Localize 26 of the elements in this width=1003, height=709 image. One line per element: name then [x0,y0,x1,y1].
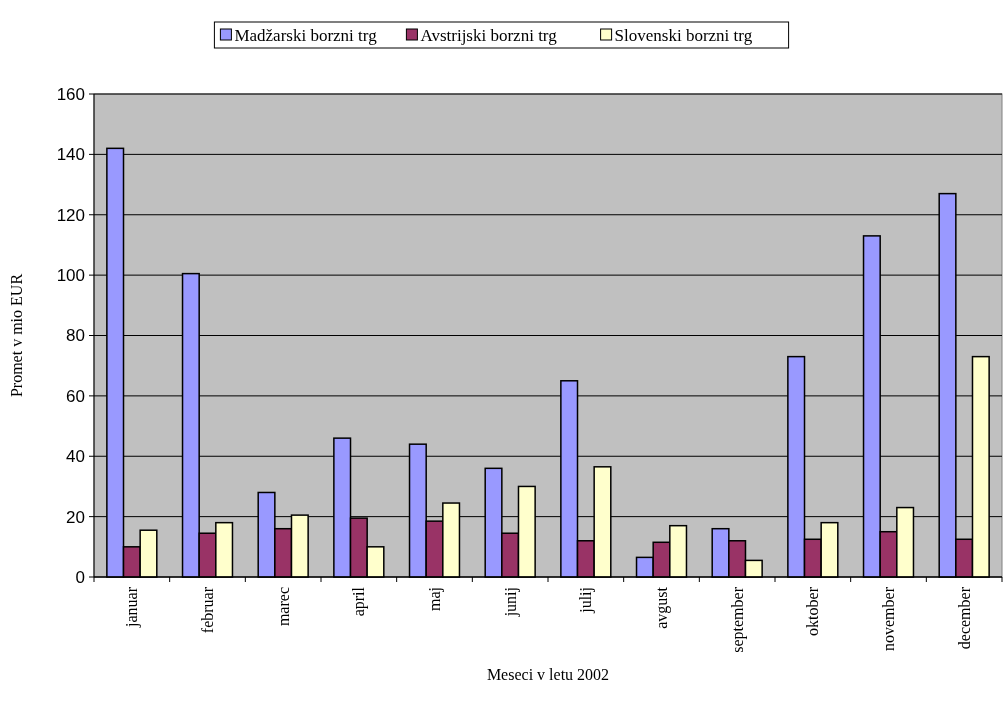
x-tick-label: julij [577,587,596,614]
y-tick-label: 160 [56,84,85,104]
x-tick-label: april [350,586,369,617]
x-tick-label: marec [274,587,292,627]
y-axis-title: Promet v mio EUR [8,273,25,398]
legend-label: Slovenski borzni trg [614,25,753,45]
x-tick-label: september [728,586,747,653]
y-tick-label: 100 [56,266,85,286]
y-tick-label: 120 [56,205,85,225]
x-tick-label: avgust [653,586,672,629]
x-axis-title: Meseci v letu 2002 [486,666,610,683]
x-tick-label: oktober [804,586,822,636]
y-tick-label: 140 [56,145,85,165]
legend-label: Avstrijski borzni trg [420,25,558,45]
legend-label: Madžarski borzni trg [234,25,378,45]
x-tick-label: januar [123,586,142,628]
x-tick-label: november [880,586,898,651]
y-tick-label: 80 [66,326,85,346]
y-tick-label: 40 [66,447,85,467]
x-tick-label: februar [199,586,217,634]
x-tick-label: junij [501,587,520,618]
x-tick-label: december [955,586,973,650]
y-tick-label: 60 [66,386,85,406]
y-tick-label: 0 [75,567,85,587]
y-tick-label: 20 [66,507,85,527]
x-tick-label: maj [426,587,445,611]
